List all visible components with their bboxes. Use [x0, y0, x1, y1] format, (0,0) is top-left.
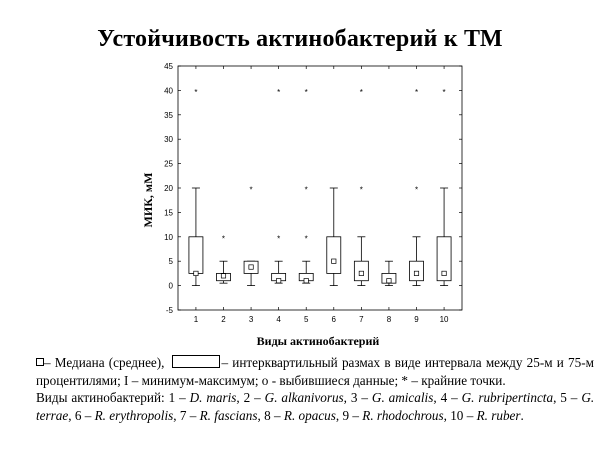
species-number: 2 – — [243, 390, 261, 406]
median-marker — [220, 273, 227, 279]
x-tick-label: 2 — [221, 315, 226, 324]
median-marker — [248, 264, 254, 270]
box-group-5: * * * — [298, 88, 314, 284]
species-name: R. fascians — [199, 407, 258, 423]
x-tick-label: 5 — [304, 315, 309, 324]
x-tick-label: 10 — [440, 315, 449, 324]
extreme-point: * — [415, 88, 418, 97]
box-group-2: * — [216, 234, 231, 284]
box-group-3: * — [243, 186, 259, 287]
legend-paragraph: – Медиана (среднее), – интерквартильный р… — [36, 354, 594, 389]
x-tick-label: 1 — [194, 315, 199, 324]
y-tick-label: 40 — [164, 86, 173, 95]
species-number: 3 – — [350, 390, 368, 406]
extreme-point: * — [360, 186, 363, 195]
extreme-point: * — [250, 186, 253, 195]
x-tick-label: 6 — [332, 315, 337, 324]
y-tick-label: 30 — [164, 135, 173, 144]
y-tick-label: 0 — [169, 282, 174, 291]
species-name: R. erythropolis — [94, 407, 174, 423]
median-marker — [331, 258, 337, 264]
x-tick-label: 8 — [387, 315, 392, 324]
species-paragraph: Виды актинобактерий: 1 – D. maris, 2 – G… — [36, 390, 595, 423]
species-number: 6 – — [74, 407, 92, 423]
extreme-point: * — [277, 88, 280, 97]
median-marker — [441, 270, 447, 276]
species-number: 4 – — [440, 390, 458, 406]
caption: – Медиана (среднее), – интерквартильный р… — [36, 354, 594, 424]
x-tick-label: 3 — [249, 315, 254, 324]
iqr-box — [436, 236, 452, 282]
species-name: G. amicalis — [371, 390, 434, 406]
species-name: G. alkanivorus — [264, 390, 344, 406]
median-marker — [276, 278, 282, 284]
species-name: G. terrae — [36, 390, 595, 423]
box-group-7: ** — [353, 88, 369, 287]
median-marker — [413, 270, 420, 276]
species-name: D. maris — [189, 390, 237, 406]
species-number: 8 – — [264, 407, 281, 423]
median-marker — [193, 270, 199, 276]
x-tick-label: 9 — [414, 315, 419, 324]
extreme-point: * — [443, 88, 446, 97]
extreme-point: * — [305, 234, 308, 243]
x-tick-label: 4 — [276, 315, 281, 324]
box-group-4: ** — [271, 88, 287, 284]
extreme-point: * — [415, 186, 418, 195]
median-marker — [303, 278, 309, 284]
y-tick-label: -5 — [166, 306, 174, 315]
species-number: 5 – — [560, 390, 578, 406]
species-name: R. ruber — [476, 407, 521, 423]
extreme-point: * — [360, 88, 363, 97]
legend-median-text: – Медиана (среднее), — [44, 355, 165, 370]
median-square-icon — [36, 358, 44, 366]
chart-title: Устойчивость актинобактерий к ТМ — [97, 26, 503, 52]
y-tick-label: 5 — [169, 257, 174, 266]
species-number: 1 – — [168, 390, 186, 406]
extreme-point: * — [305, 186, 308, 195]
box-group-10: * — [436, 88, 452, 287]
box-group-1: * — [188, 88, 204, 287]
y-tick-label: 20 — [164, 184, 173, 193]
species-intro: Виды актинобактерий: — [36, 390, 165, 406]
box-group-6 — [326, 187, 342, 287]
median-marker — [358, 270, 364, 276]
box-group-8 — [381, 260, 397, 287]
extreme-point: * — [305, 88, 308, 97]
iqr-box — [188, 236, 204, 274]
legend-box-text: – интерквартильный размах в виде интерва… — [36, 355, 594, 388]
y-axis-label: МИК, мМ — [141, 173, 155, 228]
species-number: 7 – — [179, 407, 197, 423]
y-tick-label: 10 — [164, 233, 173, 242]
box-group-9: ** — [409, 88, 424, 287]
median-marker — [386, 278, 392, 284]
y-tick-label: 25 — [164, 160, 173, 169]
y-tick-label: 35 — [164, 111, 173, 120]
y-tick-label: 45 — [164, 62, 173, 71]
species-number: 10 – — [450, 407, 474, 423]
y-tick-label: 15 — [164, 208, 173, 217]
x-tick-label: 7 — [359, 315, 364, 324]
iqr-box — [326, 236, 342, 274]
box-rect-icon — [172, 355, 221, 368]
species-name: R. rhodochrous — [362, 407, 444, 423]
extreme-point: * — [194, 88, 197, 97]
species-number: 9 – — [342, 407, 359, 423]
x-axis-label: Виды актинобактерий — [257, 334, 380, 348]
extreme-point: * — [277, 234, 280, 243]
species-name: G. rubripertincta — [461, 390, 554, 406]
extreme-point: * — [222, 234, 225, 243]
species-name: R. opacus — [283, 407, 336, 423]
